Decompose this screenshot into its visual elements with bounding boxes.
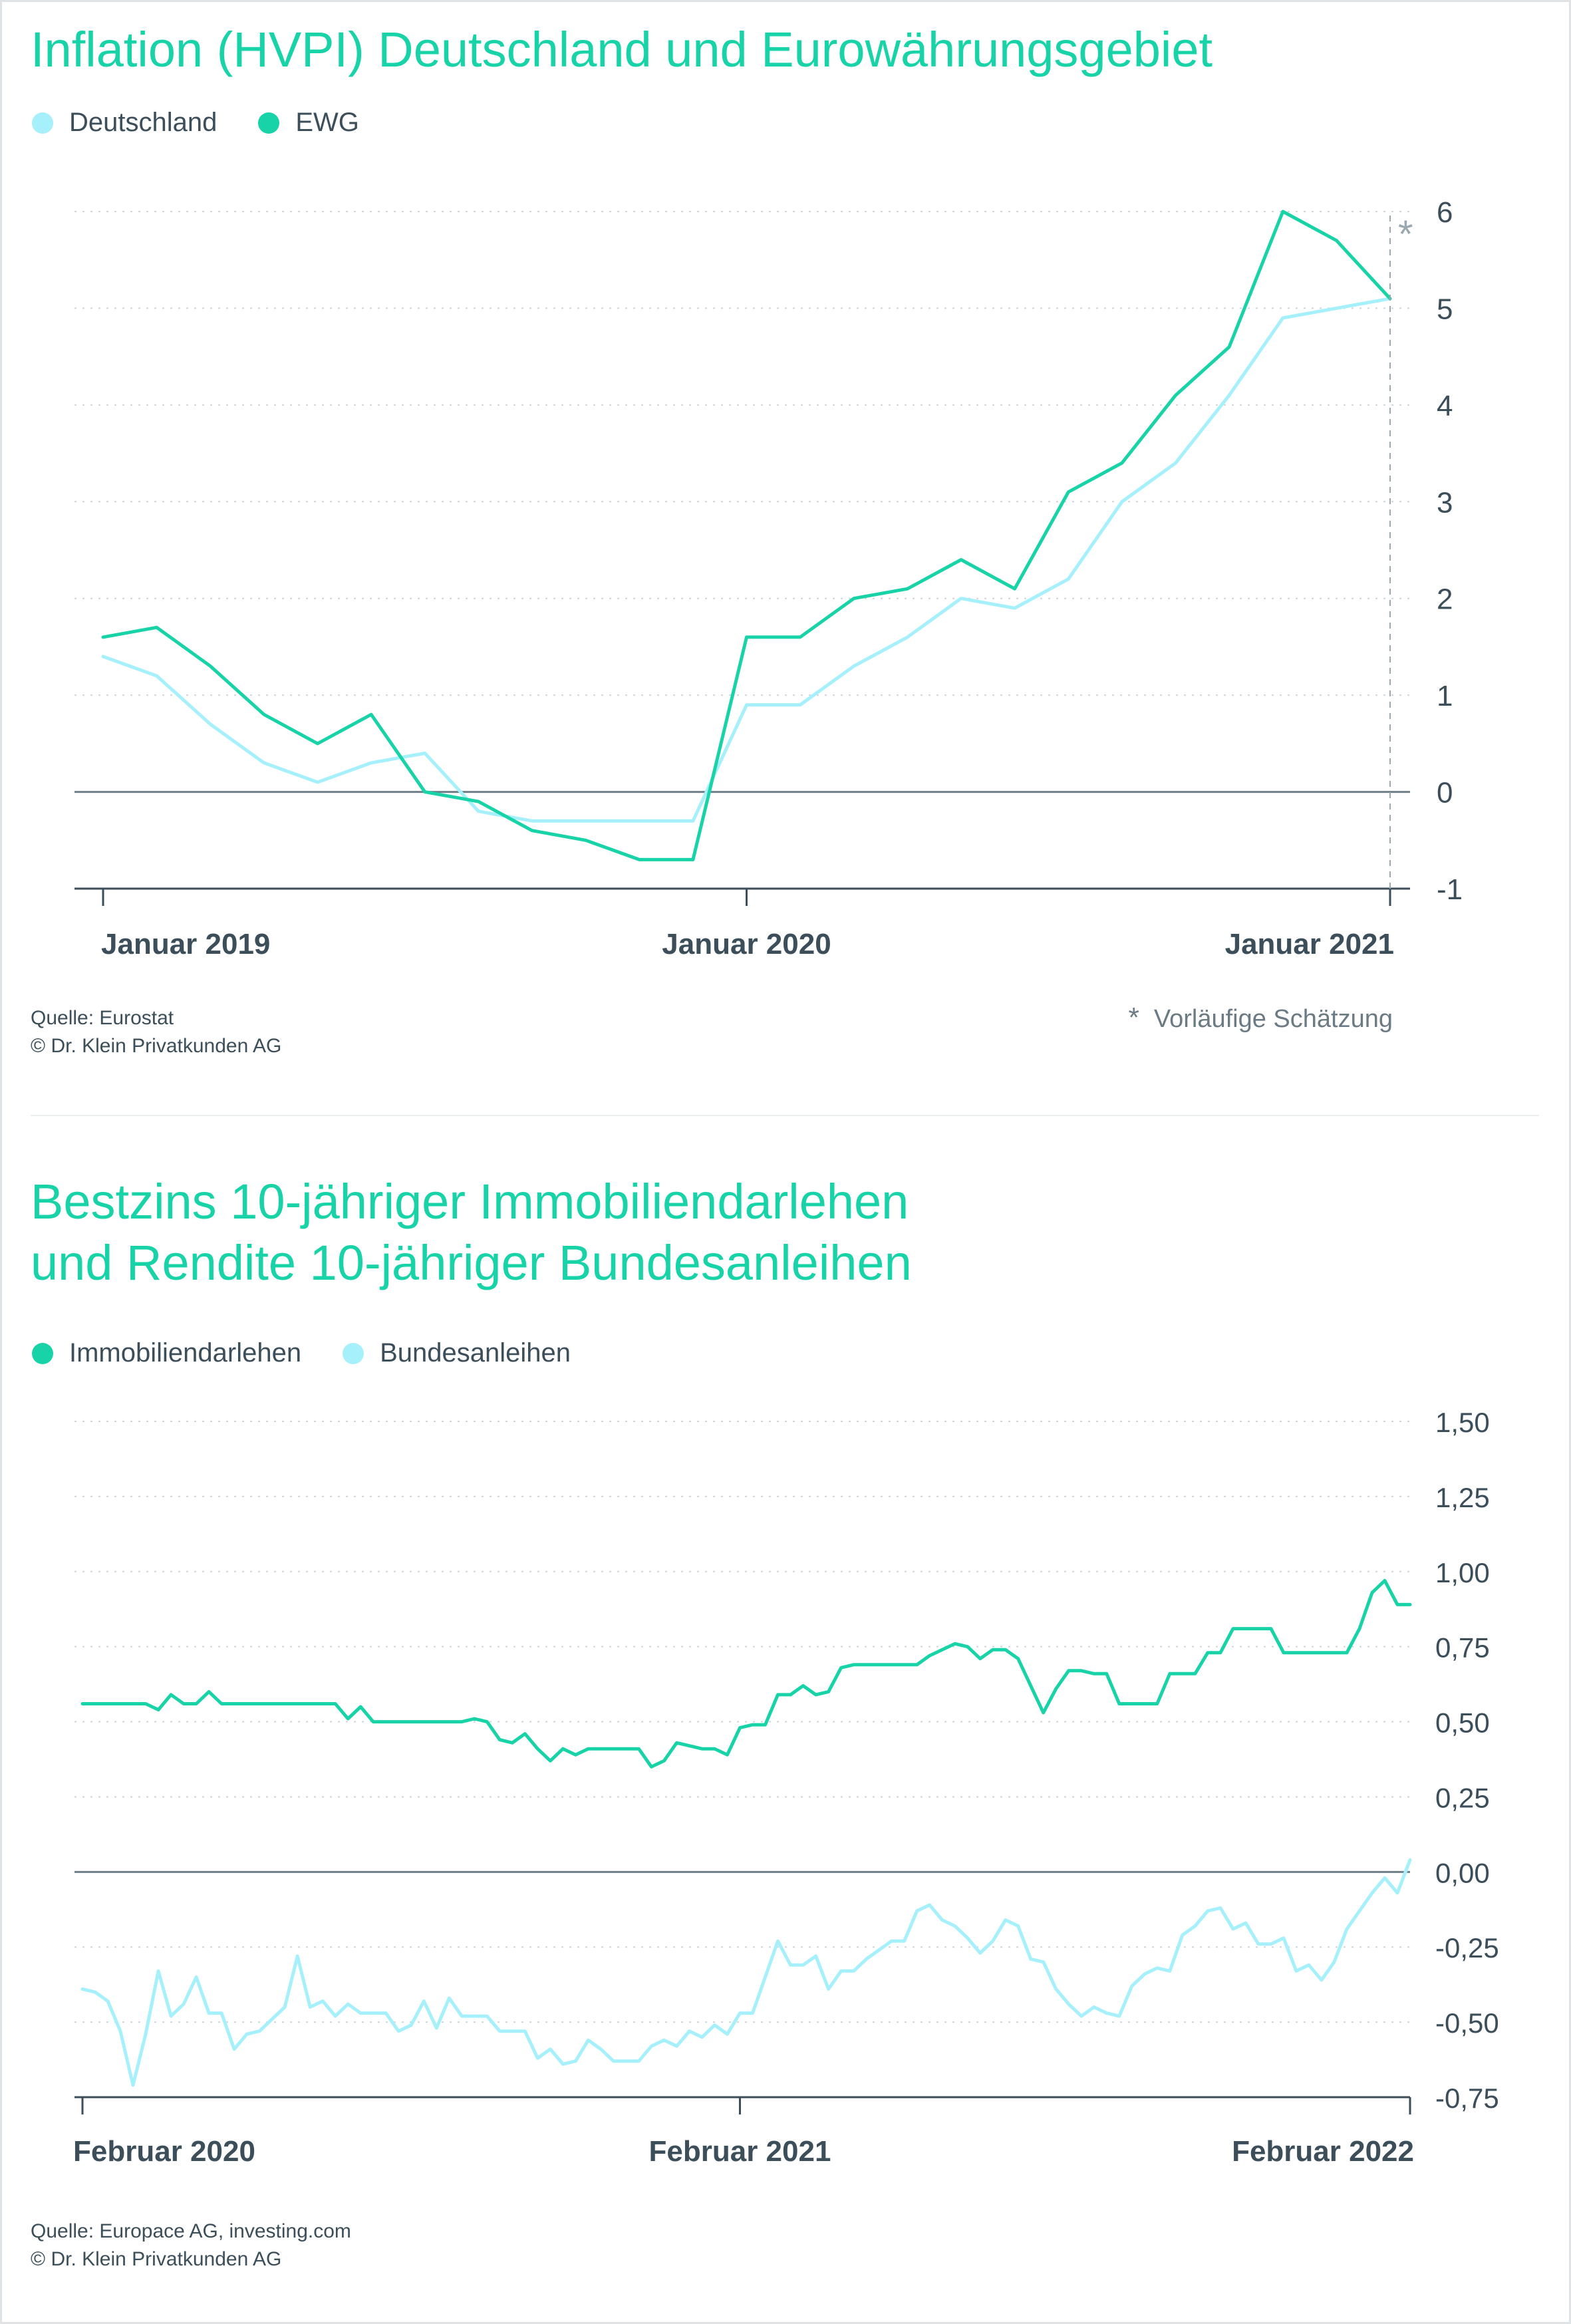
legend-label-immobiliendarlehen: Immobiliendarlehen	[69, 1338, 302, 1368]
chart1-inflation-plot: 6 5 4 3 2 1 0 -1 Januar 2019 Januar 2020 Januar 20…	[74, 196, 1463, 960]
y-tick-label: -0,75	[1435, 2083, 1499, 2114]
chart1-source-line: Quelle: Eurostat	[31, 1007, 174, 1029]
y-tick-label: 0,75	[1435, 1632, 1490, 1664]
chart2-title-line-1: Bestzins 10-jähriger Immobiliendarlehen	[31, 1174, 909, 1229]
y-tick-label: -1	[1437, 873, 1463, 906]
estimate-asterisk: *	[1398, 213, 1413, 256]
x-tick-label: Februar 2022	[1232, 2135, 1414, 2168]
y-tick-label: 0,25	[1435, 1782, 1490, 1813]
chart2-source: Quelle: Europace AG, investing.com © Dr.…	[31, 2218, 351, 2273]
y-tick-label: 6	[1437, 196, 1453, 229]
y-tick-label: 3	[1437, 486, 1453, 519]
series-line-deutschland	[101, 297, 1392, 823]
y-tick-label: 1,25	[1435, 1482, 1490, 1513]
y-tick-label: 5	[1437, 293, 1453, 325]
series-line-bundesanleihen	[80, 1858, 1412, 2087]
footnote-marker: *	[1128, 1002, 1139, 1033]
legend-label-ewg: EWG	[295, 108, 359, 137]
chart1-series	[101, 210, 1392, 861]
chart1-source: Quelle: Eurostat © Dr. Klein Privatkunde…	[31, 1004, 281, 1060]
chart2-grid	[74, 1421, 1410, 2023]
x-tick-label: Februar 2021	[649, 2135, 831, 2168]
y-tick-label: 0,50	[1435, 1707, 1490, 1739]
chart1-footnote: * Vorläufige Schätzung	[1128, 1002, 1393, 1034]
chart1-copyright-line: © Dr. Klein Privatkunden AG	[31, 1035, 282, 1057]
chart1-axes: 6 5 4 3 2 1 0 -1 Januar 2019 Januar 2020 Januar 20…	[74, 196, 1463, 960]
y-tick-label: 1,50	[1435, 1407, 1490, 1438]
section-divider	[31, 1115, 1539, 1116]
y-tick-label: 4	[1437, 390, 1453, 422]
chart2-title-line-2: und Rendite 10-jähriger Bundesanleihen	[31, 1235, 912, 1290]
y-tick-label: 0,00	[1435, 1857, 1490, 1888]
legend-dot-bundesanleihen	[343, 1342, 364, 1364]
x-tick-label: Februar 2020	[73, 2135, 255, 2168]
legend-dot-ewg	[258, 112, 280, 134]
legend-item-deutschland: Deutschland	[32, 108, 217, 138]
legend-dot-immobiliendarlehen	[32, 1342, 53, 1364]
x-tick-label: Januar 2020	[662, 928, 831, 960]
y-tick-label: -0,25	[1435, 1932, 1499, 1963]
chart1-title: Inflation (HVPI) Deutschland und Eurowäh…	[31, 22, 1213, 77]
chart2-axes: 1,50 1,25 1,00 0,75 0,50 0,25 0,00 -0,25 -0,50 -0…	[73, 1407, 1499, 2168]
legend-dot-deutschland	[32, 112, 53, 134]
chart2-source-line: Quelle: Europace AG, investing.com	[31, 2220, 351, 2242]
chart2-series	[80, 1578, 1412, 2087]
y-tick-label: 0	[1437, 777, 1453, 809]
legend-item-immobiliendarlehen: Immobiliendarlehen	[32, 1338, 301, 1368]
legend-item-ewg: EWG	[258, 108, 359, 138]
y-tick-label: -0,50	[1435, 2007, 1499, 2039]
footnote-text: Vorläufige Schätzung	[1153, 1005, 1393, 1033]
x-tick-label: Januar 2019	[101, 928, 270, 960]
x-tick-label: Januar 2021	[1225, 928, 1394, 960]
y-tick-label: 1	[1437, 680, 1453, 712]
legend-label-bundesanleihen: Bundesanleihen	[380, 1338, 571, 1368]
chart1-legend: Deutschland EWG	[32, 108, 400, 138]
chart2-copyright-line: © Dr. Klein Privatkunden AG	[31, 2248, 282, 2270]
series-line-immobiliendarlehen	[80, 1578, 1412, 1769]
legend-label-deutschland: Deutschland	[69, 108, 217, 137]
y-tick-label: 2	[1437, 583, 1453, 616]
chart2-rates-plot: 1,50 1,25 1,00 0,75 0,50 0,25 0,00 -0,25 -0,50 -0…	[73, 1407, 1499, 2168]
chart2-legend: Immobiliendarlehen Bundesanleihen	[32, 1338, 612, 1368]
series-line-ewg	[101, 210, 1392, 861]
legend-item-bundesanleihen: Bundesanleihen	[343, 1338, 571, 1368]
y-tick-label: 1,00	[1435, 1557, 1490, 1588]
chart1-grid	[74, 211, 1410, 794]
